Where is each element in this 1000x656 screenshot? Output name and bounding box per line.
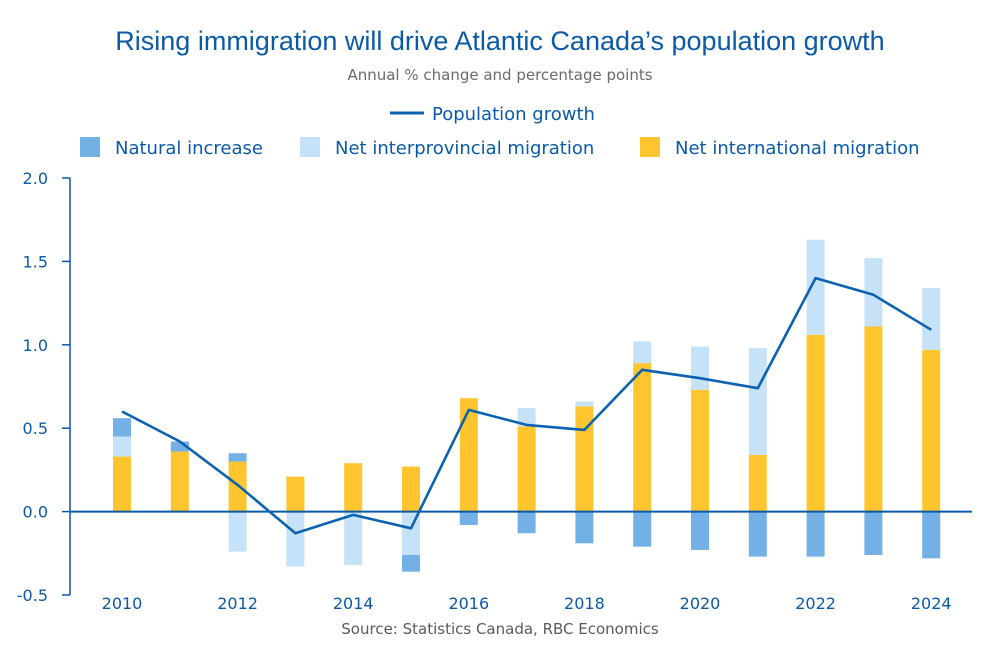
bar-international-2021 [748,454,767,512]
bar-international-2014 [344,463,363,512]
legend-line-label: Population growth [432,104,595,125]
bar-international-2015 [402,466,420,512]
x-tick-label: 2012 [217,594,258,613]
chart-title: Rising immigration will drive Atlantic C… [115,26,885,56]
bar-interprovincial-2014 [344,511,363,565]
bar-international-2011 [170,451,189,512]
bar-natural-2023 [864,511,883,555]
population-growth-line [121,276,932,535]
bar-interprovincial-2012 [228,511,247,552]
bar-interprovincial-2013 [286,511,305,567]
bar-natural-2020 [691,511,709,550]
legend-interprovincial-swatch [300,137,320,157]
bar-international-2013 [286,476,305,512]
bar-natural-2021 [748,511,767,557]
legend-international-swatch [640,137,660,157]
y-tick-label: 1.0 [23,336,48,355]
bar-interprovincial-2017 [517,408,536,427]
bar-interprovincial-2019 [633,341,652,364]
x-tick-label: 2022 [795,594,836,613]
legend-international-label: Net international migration [675,138,920,159]
x-tick-label: 2016 [448,594,489,613]
bar-natural-2024 [922,511,941,559]
bar-interprovincial-2015 [402,511,420,555]
bar-international-2024 [922,349,941,512]
x-tick-label: 2018 [564,594,605,613]
bar-interprovincial-2010 [113,436,131,457]
bar-natural-2016 [459,511,478,525]
x-tick-label: 2014 [333,594,374,613]
bar-international-2023 [864,326,883,512]
bar-international-2017 [517,426,536,512]
bar-natural-2011 [170,441,189,452]
bar-natural-2015 [402,554,420,572]
bar-international-2020 [691,389,709,512]
bar-natural-2010 [113,418,131,437]
legend-natural-swatch [80,137,100,157]
bar-interprovincial-2021 [748,348,767,455]
bar-natural-2019 [633,511,652,547]
chart-subtitle: Annual % change and percentage points [347,66,653,84]
bar-natural-2017 [517,511,536,534]
legend: Population growth Natural increase Net i… [80,104,920,159]
bar-natural-2018 [575,511,594,544]
bar-international-2010 [113,456,131,512]
bar-interprovincial-2023 [864,258,883,327]
x-tick-label: 2024 [911,594,952,613]
bar-natural-2022 [806,511,825,557]
y-tick-label: -0.5 [17,586,48,605]
x-tick-label: 2020 [680,594,721,613]
bar-interprovincial-2024 [922,288,941,350]
source-note: Source: Statistics Canada, RBC Economics [341,620,659,638]
y-tick-label: 2.0 [23,169,48,188]
legend-interprovincial-label: Net interprovincial migration [335,138,594,159]
bar-interprovincial-2020 [691,346,709,390]
bar-interprovincial-2018 [575,401,594,407]
bar-natural-2012 [228,453,247,462]
bar-international-2016 [459,398,478,512]
legend-natural-label: Natural increase [115,138,263,159]
y-tick-label: 0.0 [23,503,48,522]
bar-international-2018 [575,406,594,512]
y-tick-label: 1.5 [23,252,48,271]
y-tick-label: 0.5 [23,419,48,438]
plot-area: -0.5 0.0 0.5 1.0 1.5 2.0 2010 2012 2014 2016 2018 2… [17,169,972,613]
x-tick-label: 2010 [102,594,143,613]
bar-international-2022 [806,334,825,512]
bar-interprovincial-2022 [806,239,825,335]
bar-international-2019 [633,363,652,512]
